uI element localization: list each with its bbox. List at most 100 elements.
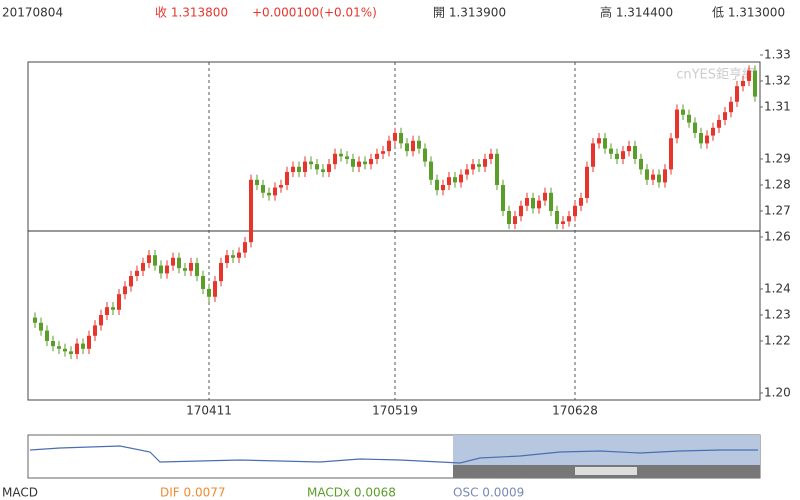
candle-body <box>63 348 67 352</box>
candle-body <box>621 151 625 159</box>
candle-body <box>303 161 307 172</box>
candle-body <box>717 119 721 128</box>
candle-body <box>585 166 589 198</box>
candle-body <box>195 262 199 276</box>
candle-body <box>141 262 145 271</box>
candle-body <box>363 161 367 165</box>
navigator-grip <box>575 467 637 475</box>
y-tick-label: 1.31 <box>764 99 791 113</box>
candle-body <box>699 132 703 144</box>
watermark: cnYES鉅亨網 <box>676 67 755 83</box>
navigator-line <box>29 445 758 464</box>
candle-body <box>147 255 151 263</box>
candle-body <box>93 325 97 336</box>
y-tick-label: 1.20 <box>764 385 791 399</box>
candle-body <box>81 343 85 349</box>
candle-body <box>693 122 697 133</box>
candle-body <box>501 184 505 211</box>
candle-body <box>207 288 211 297</box>
header-change: +0.000100(+0.01%) <box>252 6 377 20</box>
candle-body <box>597 138 601 144</box>
candle-body <box>705 135 709 144</box>
y-tick-label: 1.32 <box>764 73 791 87</box>
candle-body <box>45 330 49 341</box>
candle-body <box>537 200 541 209</box>
y-tick-label: 1.26 <box>764 229 791 243</box>
candle-body <box>681 109 685 115</box>
candle-body <box>483 158 487 167</box>
candle-body <box>567 216 571 222</box>
candle-body <box>345 156 349 159</box>
candle-body <box>357 161 361 167</box>
candle-body <box>495 153 499 185</box>
candle-body <box>549 192 553 211</box>
candle-body <box>243 242 247 253</box>
candle-body <box>285 171 289 185</box>
candle-body <box>411 140 415 152</box>
candle-body <box>753 70 757 97</box>
candle-body <box>39 322 43 331</box>
candle-body <box>669 138 673 170</box>
candle-body <box>645 169 649 180</box>
candle-body <box>507 210 511 224</box>
candle-body <box>33 317 37 323</box>
candle-body <box>441 184 445 191</box>
header-close: 收 1.313800 <box>155 6 228 20</box>
candle-body <box>609 148 613 154</box>
candle-body <box>471 164 475 170</box>
candle-body <box>105 307 109 315</box>
x-tick-label: 170411 <box>186 404 232 418</box>
candle-body <box>339 153 343 157</box>
candle-body <box>369 158 373 165</box>
candle-body <box>615 153 619 159</box>
candle-body <box>279 184 283 188</box>
candle-body <box>111 307 115 310</box>
candle-body <box>435 179 439 191</box>
candle-body <box>453 177 457 183</box>
candle-body <box>591 143 595 167</box>
candle-body <box>225 255 229 263</box>
candle-body <box>675 109 679 139</box>
candle-body <box>657 174 661 183</box>
x-tick-label: 170519 <box>372 404 418 418</box>
candle-body <box>627 145 631 152</box>
candle-body <box>201 275 205 289</box>
candle-body <box>321 169 325 172</box>
header-open: 開 1.313900 <box>433 6 506 20</box>
indicator-name: MACD <box>2 486 38 500</box>
candle-body <box>297 166 301 172</box>
candle-body <box>573 205 577 217</box>
candle-body <box>735 86 739 102</box>
candle-body <box>465 169 469 175</box>
candle-body <box>237 252 241 258</box>
candle-body <box>399 132 403 144</box>
candle-body <box>177 257 181 269</box>
candle-body <box>57 346 61 349</box>
candle-body <box>447 177 451 185</box>
indicator-osc: OSC 0.0009 <box>453 486 524 500</box>
header-date: 20170804 <box>2 6 63 20</box>
x-tick-label: 170628 <box>552 404 598 418</box>
candle-body <box>351 158 355 167</box>
candle-body <box>513 216 517 224</box>
y-tick-label: 1.28 <box>764 177 791 191</box>
candle-body <box>267 192 271 196</box>
navigator <box>27 434 761 479</box>
candle-body <box>75 343 79 354</box>
candle-body <box>213 281 217 297</box>
candle-body <box>219 262 223 282</box>
candle-body <box>153 255 157 266</box>
candle-body <box>747 70 751 81</box>
candle-body <box>579 197 583 206</box>
candle-body <box>69 351 73 354</box>
candle-body <box>561 221 565 224</box>
candle-body <box>429 161 433 180</box>
candle-body <box>273 187 277 196</box>
y-tick-label: 1.27 <box>764 203 791 217</box>
candle-body <box>291 166 295 172</box>
candle-body <box>555 210 559 224</box>
candle-body <box>711 127 715 136</box>
candle-body <box>603 138 607 149</box>
candle-body <box>531 197 535 209</box>
